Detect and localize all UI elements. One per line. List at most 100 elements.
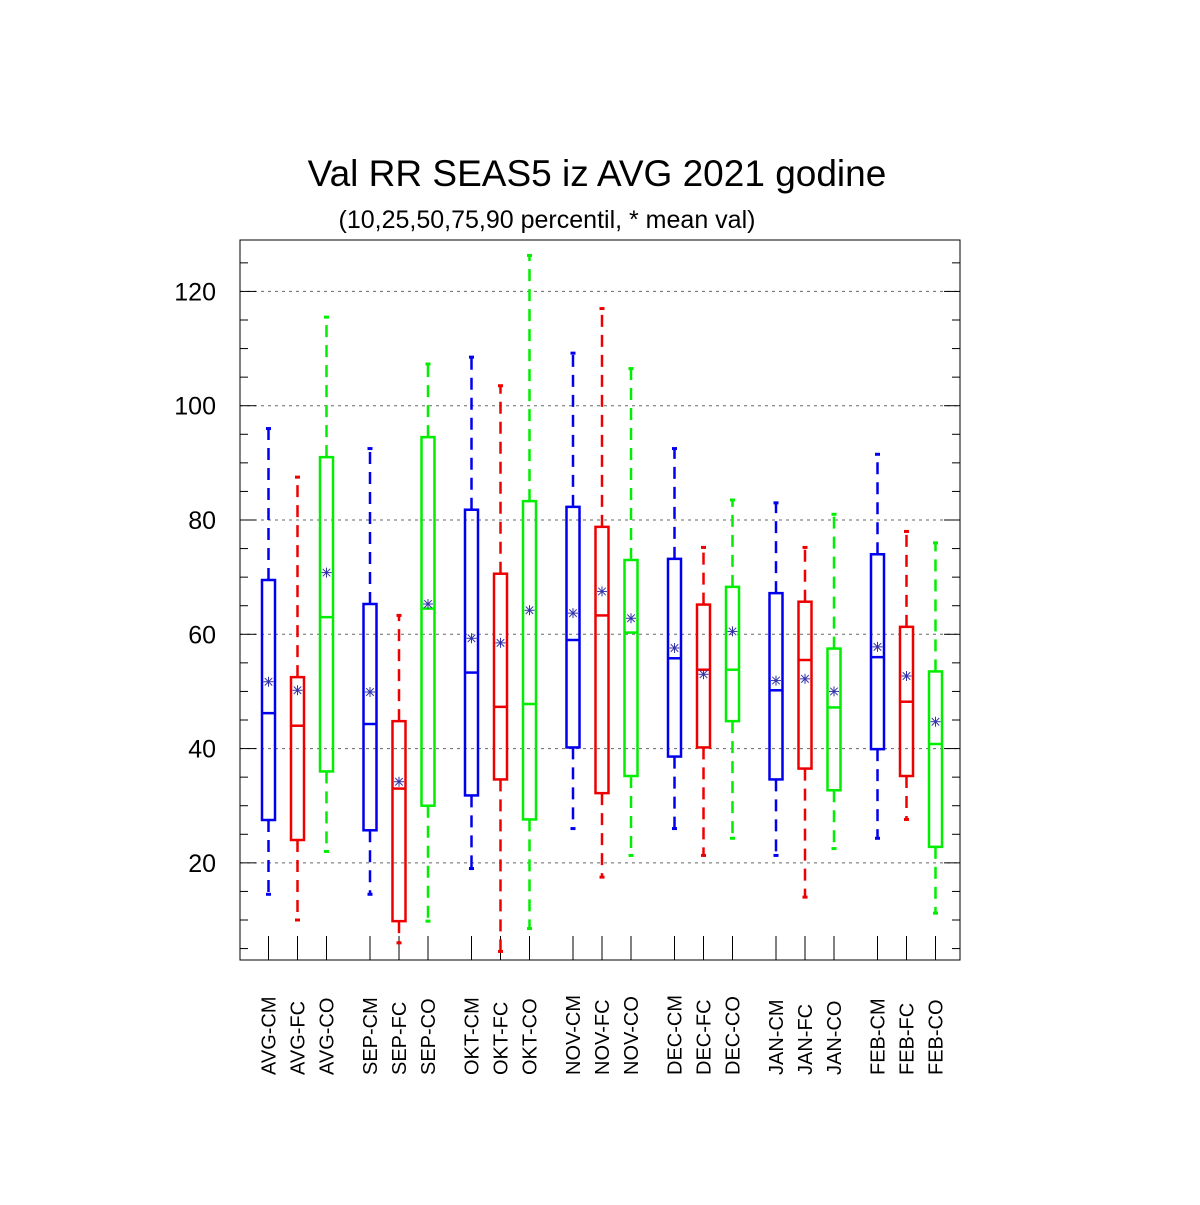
iqr-box (420, 435, 436, 807)
iqr-box (260, 578, 277, 822)
category-label: NOV-CM (563, 995, 585, 1075)
mean-marker (872, 641, 883, 652)
iqr-box (623, 558, 639, 778)
mean-marker (597, 586, 607, 597)
category-label: SEP-CO (418, 998, 440, 1075)
plot-frame (239, 239, 961, 961)
mean-marker (524, 605, 535, 616)
iqr-box (869, 553, 886, 751)
chart-subtitle: (10,25,50,75,90 percentil, * mean val) (339, 206, 756, 234)
axes: 20 40 60 80 100 120 (174, 239, 961, 961)
iqr-box (826, 647, 842, 792)
mean-stroke (699, 670, 708, 679)
iqr-box (391, 719, 407, 923)
mean-marker (423, 599, 433, 609)
mean-marker (321, 567, 332, 578)
category-label: JAN-CM (766, 999, 788, 1075)
mean-stroke (931, 717, 940, 726)
y-tick-label: 60 (188, 621, 216, 649)
category-label: DEC-CM (665, 995, 687, 1075)
iqr-box (594, 525, 610, 795)
category-label: AVG-CM (259, 996, 281, 1075)
category-label: JAN-CO (824, 1001, 846, 1075)
mean-marker (568, 608, 578, 619)
mean-marker (698, 669, 709, 680)
y-tick-label: 80 (188, 507, 216, 535)
y-tick-label: 100 (174, 393, 216, 421)
category-label: SEP-FC (389, 1002, 411, 1075)
iqr-box (927, 670, 944, 849)
mean-stroke (771, 676, 781, 685)
box-avg-cm (260, 427, 277, 896)
box-sep-cm (362, 447, 378, 896)
iqr-box (724, 585, 741, 723)
mean-stroke (264, 677, 273, 686)
y-tick-label: 40 (188, 736, 216, 764)
box-feb-cm (869, 452, 886, 840)
iqr-box (362, 602, 378, 832)
category-label: FEB-CM (868, 998, 890, 1075)
category-label: OKT-CO (520, 998, 542, 1075)
mean-stroke (496, 638, 505, 647)
mean-stroke (873, 642, 882, 651)
mean-marker (626, 613, 636, 624)
box-feb-fc (898, 529, 915, 821)
mean-marker (669, 643, 680, 653)
mean-stroke (423, 599, 433, 609)
iqr-box (768, 591, 784, 781)
box-dec-fc (695, 545, 712, 857)
mean-marker (930, 716, 941, 727)
box-jan-cm (768, 501, 784, 857)
mean-stroke (670, 643, 679, 653)
category-label: JAN-FC (795, 1004, 817, 1075)
mean-marker (829, 686, 839, 697)
category-label: OKT-CM (462, 997, 484, 1075)
box-okt-co (521, 253, 538, 931)
mean-marker (292, 685, 303, 696)
box-sep-fc (391, 613, 407, 945)
mean-stroke (322, 568, 331, 577)
y-tick-label: 120 (174, 278, 216, 306)
iqr-box (695, 603, 712, 749)
category-label: AVG-CO (317, 998, 339, 1075)
box-avg-co (318, 315, 335, 853)
category-label: FEB-FC (897, 1003, 919, 1075)
mean-stroke (525, 606, 534, 615)
box-nov-cm (565, 351, 581, 831)
iqr-box (565, 505, 581, 749)
mean-stroke (829, 687, 839, 696)
box-jan-fc (797, 545, 813, 899)
category-labels: AVG-CM AVG-FC AVG-CO SEP-CM SEP-FC SEP-CO OKT-… (259, 995, 948, 1075)
mean-stroke (365, 687, 375, 697)
mean-marker (466, 633, 477, 644)
mean-stroke (394, 777, 404, 786)
category-label: SEP-CM (360, 997, 382, 1075)
y-tick-label: 20 (188, 850, 216, 878)
box-feb-co (927, 541, 944, 915)
box-okt-cm (463, 355, 480, 871)
mean-marker (394, 776, 404, 787)
box-jan-co (826, 512, 842, 851)
iqr-box (318, 455, 335, 773)
mean-stroke (728, 627, 737, 636)
mean-stroke (626, 614, 636, 623)
mean-stroke (902, 671, 911, 681)
mean-marker (800, 673, 810, 684)
mean-marker (771, 675, 781, 686)
chart-title: Val RR SEAS5 iz AVG 2021 godine (308, 153, 887, 194)
grid-lines (240, 290, 960, 864)
mean-stroke (597, 587, 607, 596)
iqr-box (521, 499, 538, 821)
category-label: NOV-FC (592, 999, 614, 1075)
category-label: OKT-FC (491, 1002, 513, 1075)
category-label: FEB-CO (926, 999, 948, 1075)
mean-marker (263, 676, 274, 687)
box-dec-cm (666, 447, 683, 831)
box-dec-co (724, 498, 741, 840)
category-label: NOV-CO (621, 996, 643, 1075)
mean-marker (365, 687, 375, 697)
mean-marker (495, 637, 506, 648)
mean-stroke (800, 674, 810, 683)
